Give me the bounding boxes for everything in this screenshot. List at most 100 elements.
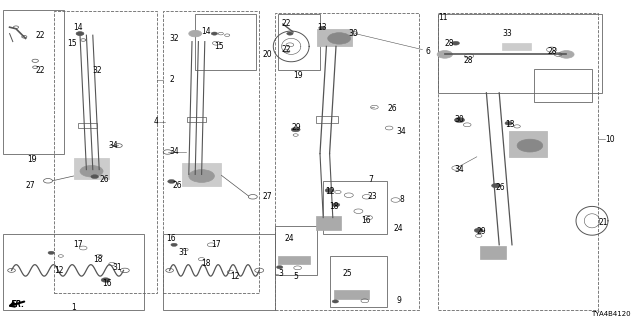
Text: 31: 31	[112, 263, 122, 272]
Circle shape	[474, 228, 483, 233]
Bar	[275, 226, 317, 275]
Bar	[195, 14, 256, 70]
Circle shape	[454, 117, 465, 123]
Text: 5: 5	[293, 272, 298, 281]
Circle shape	[91, 175, 99, 179]
Circle shape	[168, 180, 175, 183]
Circle shape	[189, 30, 202, 37]
Text: 24: 24	[285, 234, 294, 243]
Text: 26: 26	[496, 183, 506, 192]
Text: 31: 31	[178, 248, 188, 257]
Bar	[534, 69, 592, 102]
Circle shape	[325, 188, 334, 193]
Bar	[317, 29, 352, 46]
Circle shape	[332, 300, 339, 303]
Bar	[74, 158, 109, 179]
Text: 2: 2	[170, 76, 174, 84]
Text: 12: 12	[230, 272, 240, 281]
Circle shape	[319, 26, 325, 29]
Text: 13: 13	[506, 120, 515, 129]
Text: 24: 24	[394, 224, 403, 233]
Text: 9: 9	[397, 296, 402, 305]
Text: 27: 27	[262, 192, 272, 201]
Text: 28: 28	[547, 47, 557, 56]
Text: 34: 34	[454, 165, 464, 174]
Circle shape	[211, 32, 218, 35]
Text: 16: 16	[362, 216, 371, 225]
Text: 22: 22	[282, 45, 291, 54]
Text: 15: 15	[214, 42, 224, 51]
Bar	[334, 290, 369, 299]
Bar	[78, 123, 97, 128]
Bar	[509, 131, 547, 157]
Text: 13: 13	[317, 23, 326, 32]
Text: 10: 10	[605, 135, 614, 144]
Circle shape	[559, 51, 574, 58]
Text: 17: 17	[211, 240, 221, 249]
Text: 30: 30	[349, 29, 358, 38]
Text: TYA4B4120: TYA4B4120	[591, 311, 630, 317]
Text: 12: 12	[54, 266, 64, 275]
Bar	[316, 116, 338, 123]
Text: 7: 7	[368, 175, 373, 184]
Text: 26: 26	[173, 181, 182, 190]
Bar	[187, 117, 206, 122]
Circle shape	[452, 41, 460, 45]
Text: 26: 26	[99, 175, 109, 184]
Bar	[330, 256, 387, 307]
Bar	[275, 13, 419, 310]
Text: 4: 4	[154, 117, 159, 126]
Text: 34: 34	[397, 127, 406, 136]
Text: 18: 18	[93, 255, 102, 264]
Bar	[54, 11, 157, 293]
Bar	[438, 14, 602, 93]
Bar	[163, 234, 275, 310]
Bar	[278, 14, 320, 70]
Bar	[502, 43, 531, 50]
Circle shape	[101, 278, 110, 282]
Text: 14: 14	[74, 23, 83, 32]
Text: 22: 22	[35, 31, 45, 40]
Circle shape	[291, 127, 300, 132]
Text: 15: 15	[67, 39, 77, 48]
Circle shape	[287, 32, 293, 35]
Bar	[3, 10, 64, 154]
Text: FR.: FR.	[11, 300, 25, 309]
Text: 32: 32	[170, 34, 179, 43]
Text: 32: 32	[93, 66, 102, 75]
Bar	[163, 11, 259, 293]
Bar	[323, 181, 387, 234]
Bar	[438, 13, 598, 310]
Circle shape	[505, 121, 513, 125]
Circle shape	[437, 51, 452, 58]
Text: 1: 1	[71, 303, 76, 312]
Text: 29: 29	[477, 228, 486, 236]
Circle shape	[189, 170, 214, 182]
Text: 18: 18	[202, 260, 211, 268]
Bar	[316, 216, 341, 230]
Text: 19: 19	[27, 156, 37, 164]
Text: 3: 3	[278, 269, 284, 278]
Text: 12: 12	[325, 188, 335, 196]
Circle shape	[76, 32, 84, 36]
Text: 22: 22	[282, 20, 291, 28]
Circle shape	[517, 139, 543, 152]
Circle shape	[328, 33, 351, 44]
Text: 18: 18	[330, 202, 339, 211]
Circle shape	[492, 183, 500, 188]
Circle shape	[171, 243, 177, 246]
Text: 11: 11	[438, 13, 448, 22]
Circle shape	[48, 251, 54, 254]
Text: 28: 28	[445, 39, 454, 48]
Text: 29: 29	[291, 124, 301, 132]
Circle shape	[80, 165, 103, 177]
Text: 14: 14	[202, 28, 211, 36]
Text: 27: 27	[26, 181, 35, 190]
Text: 8: 8	[400, 196, 404, 204]
Text: 17: 17	[74, 240, 83, 249]
Text: 23: 23	[368, 192, 378, 201]
Text: 34: 34	[109, 141, 118, 150]
Text: 30: 30	[454, 116, 464, 124]
Text: 21: 21	[598, 218, 608, 227]
Text: 16: 16	[166, 234, 176, 243]
